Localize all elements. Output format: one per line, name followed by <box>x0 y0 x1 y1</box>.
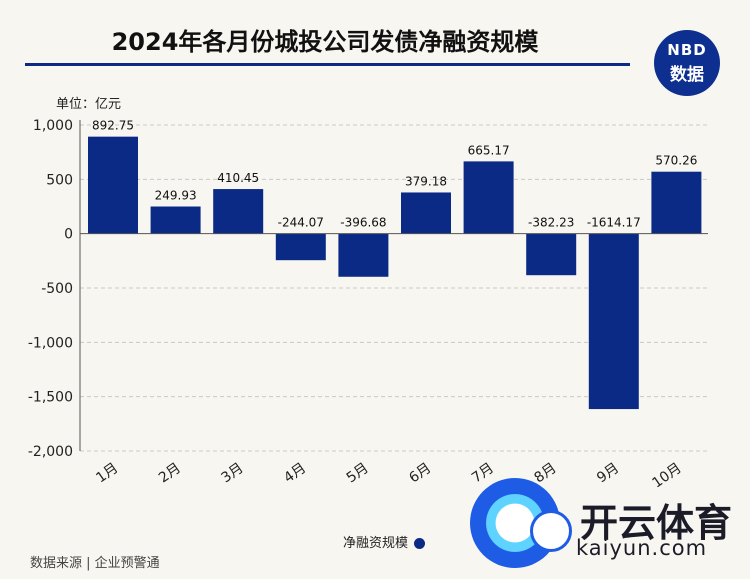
bar <box>275 233 326 261</box>
data-label: -244.07 <box>278 216 324 230</box>
x-tick-label: 5月 <box>344 460 372 486</box>
nbd-logo: NBD 数据 <box>654 30 720 96</box>
data-label: 570.26 <box>655 154 697 168</box>
chart-title: 2024年各月份城投公司发债净融资规模 <box>111 28 539 56</box>
bar <box>150 206 201 234</box>
kaiyun-watermark: 开云体育 kaiyun.com <box>470 478 740 568</box>
unit-label: 单位：亿元 <box>56 97 122 112</box>
y-tick-label: 1,000 <box>33 118 73 134</box>
bar <box>588 233 639 410</box>
y-tick-label: -1,000 <box>28 335 73 351</box>
watermark-domain: kaiyun.com <box>576 536 708 560</box>
y-tick-label: -1,500 <box>28 390 73 406</box>
y-tick-label: 500 <box>46 172 73 188</box>
source-note: 数据来源 | 企业预警通 <box>30 556 160 571</box>
y-tick-label: 0 <box>64 227 73 243</box>
bar <box>338 233 389 277</box>
x-tick-label: 4月 <box>281 460 309 486</box>
bar <box>213 189 264 234</box>
data-label: -1614.17 <box>587 216 641 230</box>
data-label: -396.68 <box>340 216 386 230</box>
data-label: 379.18 <box>405 174 447 188</box>
legend-swatch <box>414 538 426 549</box>
legend: 净融资规模 <box>343 532 426 551</box>
watermark-brand-name: 开云体育 <box>580 501 733 545</box>
soccer-ball-icon <box>530 510 572 552</box>
x-tick-label: 3月 <box>219 460 247 486</box>
bar <box>88 136 138 234</box>
data-label: 249.93 <box>155 189 197 203</box>
bar <box>463 161 514 234</box>
data-label: 410.45 <box>217 171 259 185</box>
bar <box>651 171 702 234</box>
title-underline <box>25 63 630 66</box>
logo-text-nbd: NBD <box>667 41 707 59</box>
x-tick-label: 2月 <box>156 460 184 486</box>
bar <box>526 233 577 276</box>
y-tick-label: -2,000 <box>28 444 73 460</box>
x-tick-label: 6月 <box>406 460 434 486</box>
data-label: 665.17 <box>468 143 510 157</box>
x-tick-label: 1月 <box>93 460 121 486</box>
legend-label: 净融资规模 <box>343 536 409 551</box>
bar <box>401 192 451 234</box>
y-tick-label: -500 <box>41 281 73 297</box>
data-label: 892.75 <box>92 119 134 133</box>
logo-text-data: 数据 <box>670 65 704 85</box>
data-label: -382.23 <box>528 216 574 230</box>
